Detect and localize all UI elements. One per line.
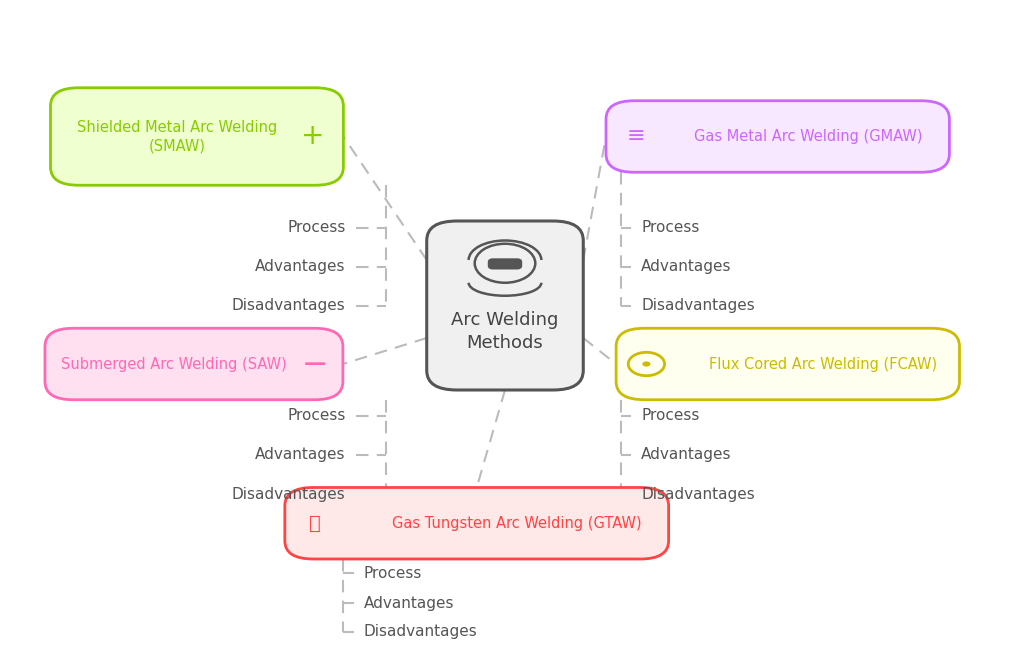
Text: Advantages: Advantages	[255, 447, 345, 463]
Text: Submerged Arc Welding (SAW): Submerged Arc Welding (SAW)	[61, 356, 287, 372]
Text: Disadvantages: Disadvantages	[641, 298, 755, 313]
Text: Process: Process	[641, 220, 700, 235]
FancyBboxPatch shape	[616, 328, 960, 400]
Text: Advantages: Advantages	[255, 259, 345, 274]
Text: Advantages: Advantages	[641, 259, 732, 274]
Text: Gas Tungsten Arc Welding (GTAW): Gas Tungsten Arc Welding (GTAW)	[392, 515, 642, 531]
Text: Advantages: Advantages	[364, 595, 454, 611]
Text: Disadvantages: Disadvantages	[641, 486, 755, 502]
Text: Process: Process	[287, 220, 345, 235]
Text: ≡: ≡	[627, 127, 645, 146]
FancyBboxPatch shape	[285, 488, 669, 559]
FancyBboxPatch shape	[426, 221, 584, 390]
Text: Arc Welding
Methods: Arc Welding Methods	[451, 311, 559, 352]
Text: Process: Process	[287, 408, 345, 424]
FancyBboxPatch shape	[45, 328, 343, 400]
Text: Advantages: Advantages	[641, 447, 732, 463]
Text: Disadvantages: Disadvantages	[231, 298, 345, 313]
FancyBboxPatch shape	[50, 88, 343, 185]
Text: +: +	[301, 122, 325, 151]
Text: Process: Process	[641, 408, 700, 424]
Text: 👫: 👫	[309, 514, 321, 533]
Text: Shielded Metal Arc Welding
(SMAW): Shielded Metal Arc Welding (SMAW)	[77, 120, 277, 153]
Text: Flux Cored Arc Welding (FCAW): Flux Cored Arc Welding (FCAW)	[709, 356, 937, 372]
Circle shape	[642, 361, 650, 367]
Text: Process: Process	[364, 566, 422, 581]
FancyBboxPatch shape	[606, 101, 949, 172]
Text: Gas Metal Arc Welding (GMAW): Gas Metal Arc Welding (GMAW)	[694, 129, 922, 144]
Text: Disadvantages: Disadvantages	[231, 486, 345, 502]
Text: —: —	[303, 354, 326, 374]
Text: Disadvantages: Disadvantages	[364, 624, 478, 640]
FancyBboxPatch shape	[489, 259, 521, 268]
